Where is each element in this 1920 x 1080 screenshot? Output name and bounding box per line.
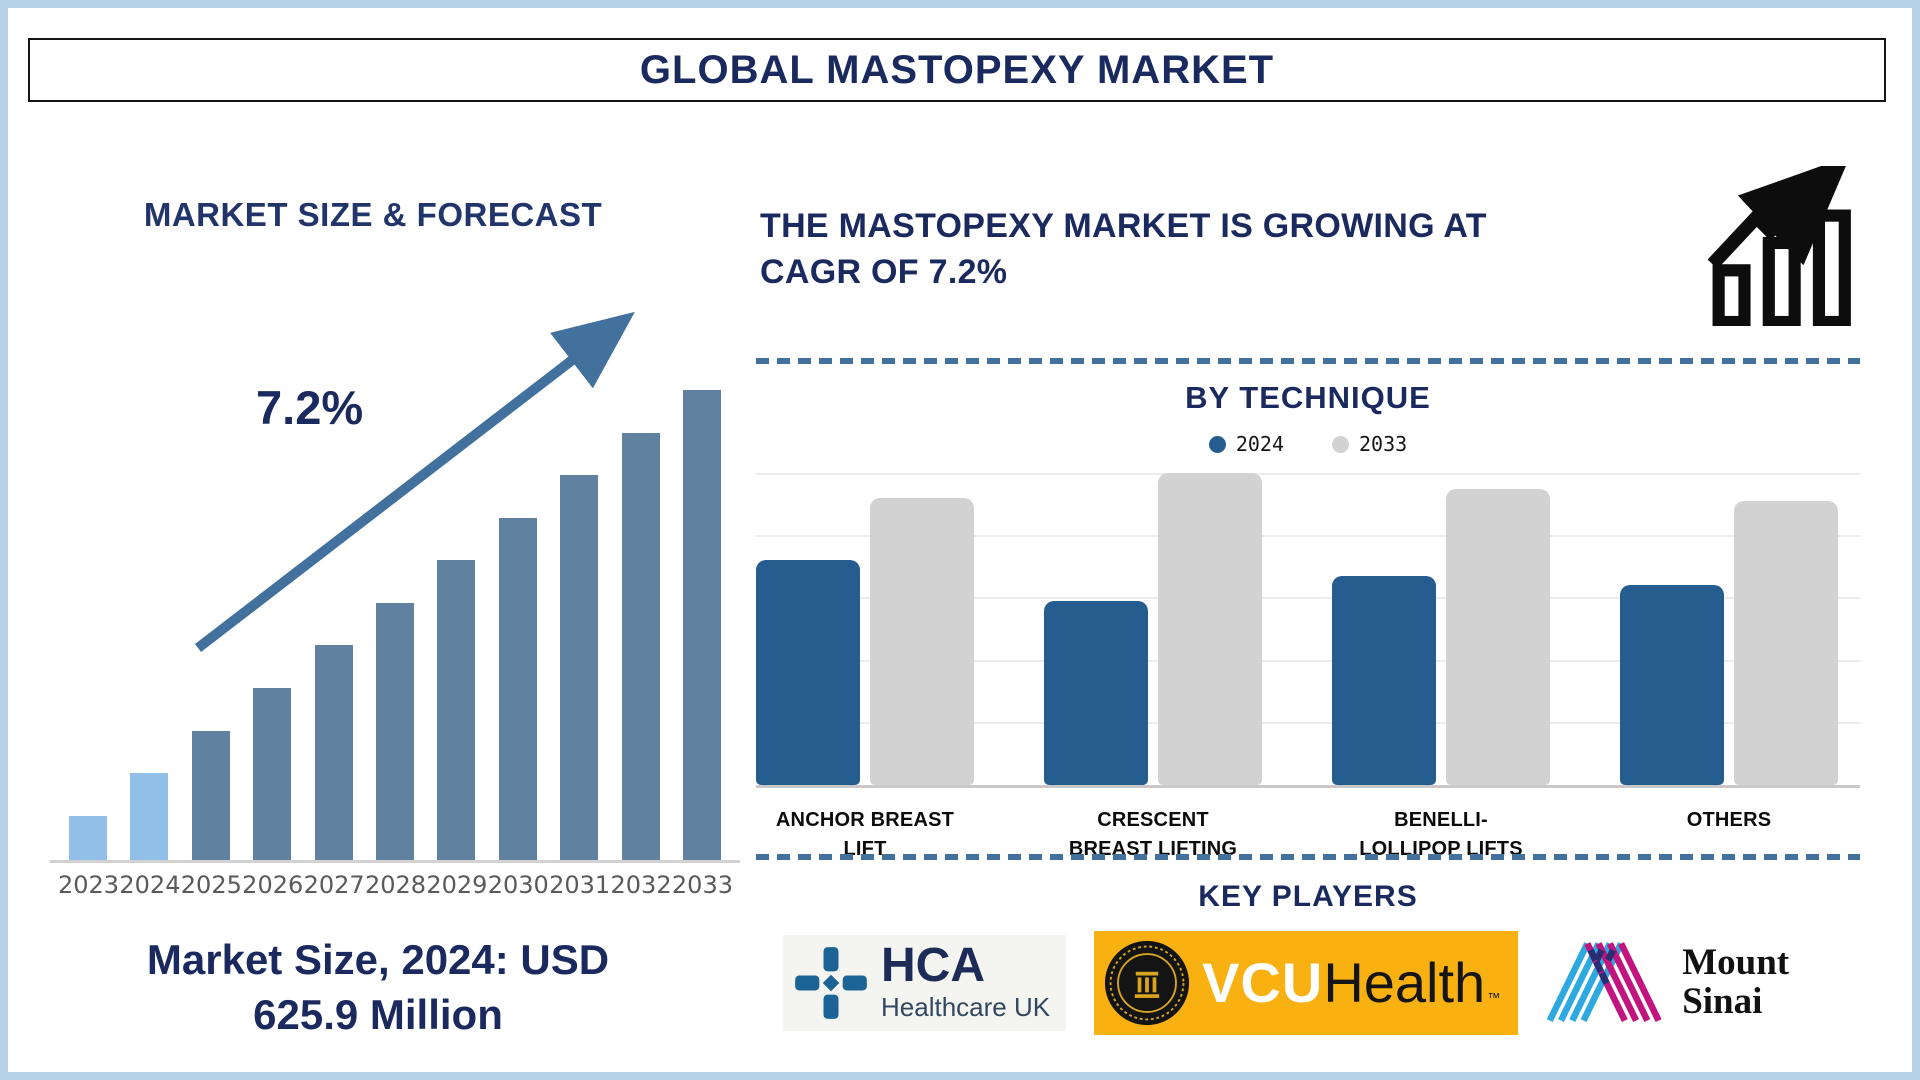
technique-bar-2024 (1044, 601, 1148, 785)
vcu-health-logo: VCU Health ™ (1094, 930, 1519, 1035)
sinai-line-1: Mount (1682, 941, 1790, 983)
technique-bar-2033 (1158, 473, 1262, 785)
forecast-bar-2031 (560, 475, 599, 860)
forecast-bar-2033 (682, 390, 721, 860)
legend-label: 2024 (1235, 432, 1284, 456)
forecast-bar-cell (58, 816, 118, 860)
technique-bar-2024 (1620, 585, 1724, 785)
gridline (756, 660, 1860, 662)
caption-line-1: Market Size, 2024: USD (146, 936, 610, 983)
vcu-trademark: ™ (1487, 990, 1501, 1005)
hca-name: HCA (881, 939, 985, 992)
market-size-caption: Market Size, 2024: USD 625.9 Million (53, 933, 703, 1042)
key-players-title: KEY PLAYERS (1198, 880, 1418, 913)
title-bar: GLOBAL MASTOPEXY MARKET (28, 38, 1886, 102)
mount-sinai-mountain-icon (1546, 941, 1662, 1022)
technique-bar-group (1332, 489, 1550, 785)
vcu-text: VCU Health ™ (1202, 950, 1500, 1015)
forecast-bar-cell (242, 688, 302, 860)
legend-item-2033: 2033 (1332, 432, 1407, 456)
technique-legend: 2024 2033 (756, 432, 1860, 456)
cagr-heading-line-2: CAGR OF 7.2% (760, 252, 1008, 291)
cagr-heading: THE MASTOPEXY MARKET IS GROWING AT CAGR … (760, 204, 1700, 296)
legend-item-2024: 2024 (1208, 432, 1284, 456)
key-players-row: HCA Healthcare UK VCU Health ™ (783, 920, 1868, 1045)
technique-bar-group (1620, 501, 1838, 785)
forecast-chart: 2023 2024 2025 2026 2027 2028 2029 2030 2031 2032… (50, 340, 740, 899)
caption-line-2: 625.9 Million (253, 990, 503, 1038)
forecast-year-label: 2029 (426, 871, 488, 899)
forecast-year-label: 2026 (242, 871, 304, 899)
mount-sinai-text: Mount Sinai (1682, 941, 1790, 1022)
technique-category-label: OTHERS (1686, 809, 1772, 831)
technique-bar-group (756, 498, 974, 785)
bar-growth-icon (1708, 166, 1851, 326)
forecast-chart-title: MARKET SIZE & FORECAST (143, 196, 603, 233)
technique-bar-2033 (1446, 489, 1550, 785)
dashed-separator-top (756, 358, 1860, 364)
forecast-bar-cell (488, 518, 548, 860)
forecast-bar-cell (611, 433, 671, 860)
gridline (756, 722, 1860, 724)
hca-healthcare-logo: HCA Healthcare UK (783, 934, 1067, 1031)
forecast-year-label: 2027 (303, 871, 365, 899)
mount-sinai-logo: Mount Sinai (1546, 927, 1790, 1038)
forecast-bar-2028 (375, 603, 414, 860)
forecast-bar-2026 (253, 688, 292, 860)
forecast-cagr-label: 7.2% (256, 381, 364, 434)
forecast-bar-2029 (437, 560, 476, 860)
hca-text: HCA Healthcare UK (881, 942, 1050, 1023)
vcu-subname: Health (1323, 951, 1486, 1014)
forecast-bars-row (50, 340, 740, 863)
technique-chart (756, 473, 1860, 788)
forecast-labels-row: 2023 2024 2025 2026 2027 2028 2029 2030 2031 2032… (50, 871, 740, 899)
hca-subname: Healthcare UK (881, 992, 1051, 1022)
gridline (756, 535, 1860, 537)
forecast-bar-cell (426, 560, 486, 860)
gridline (756, 597, 1860, 599)
forecast-year-label: 2030 (487, 871, 549, 899)
forecast-bar-2030 (498, 518, 537, 860)
dashed-separator-bottom (756, 854, 1860, 860)
forecast-year-label: 2023 (58, 871, 120, 899)
cagr-heading-line-1: THE MASTOPEXY MARKET IS GROWING AT (760, 207, 1487, 245)
forecast-bar-cell (672, 390, 732, 860)
forecast-year-label: 2031 (549, 871, 611, 899)
vcu-seal-icon (1105, 940, 1190, 1025)
forecast-bar-2024 (130, 773, 169, 860)
forecast-bar-cell (365, 603, 425, 860)
technique-chart-title: BY TECHNIQUE (1185, 380, 1431, 415)
technique-category-cell: OTHERS (1620, 806, 1838, 864)
forecast-year-label: 2024 (119, 871, 181, 899)
technique-bars-row (756, 473, 1860, 785)
technique-labels-row: ANCHOR BREAST LIFT CRESCENT BREAST LIFTIN… (756, 806, 1860, 864)
forecast-bar-cell (549, 475, 609, 860)
forecast-bar-2023 (69, 816, 107, 860)
forecast-year-label: 2032 (610, 871, 672, 899)
forecast-bar-cell (119, 773, 179, 860)
technique-bar-2024 (756, 560, 860, 785)
technique-bar-group (1044, 473, 1262, 785)
vcu-name: VCU (1202, 951, 1324, 1014)
legend-label: 2033 (1359, 432, 1408, 456)
technique-bar-2033 (870, 498, 974, 785)
gridline (756, 473, 1860, 475)
forecast-bar-2025 (191, 731, 230, 860)
hca-cross-icon (795, 946, 867, 1019)
forecast-year-label: 2025 (180, 871, 242, 899)
technique-bar-2024 (1332, 576, 1436, 785)
forecast-year-label: 2028 (364, 871, 427, 899)
sinai-line-2: Sinai (1682, 980, 1763, 1022)
legend-dot-icon (1208, 435, 1226, 453)
forecast-bar-2027 (314, 645, 353, 860)
forecast-bar-cell (181, 731, 241, 860)
technique-bar-2033 (1734, 501, 1838, 785)
page-title: GLOBAL MASTOPEXY MARKET (639, 47, 1275, 92)
legend-dot-icon (1332, 435, 1349, 453)
forecast-bar-2032 (621, 433, 660, 860)
growth-trend-arrow-icon (194, 311, 635, 652)
forecast-year-label: 2033 (671, 871, 733, 899)
forecast-bar-cell (304, 645, 364, 860)
